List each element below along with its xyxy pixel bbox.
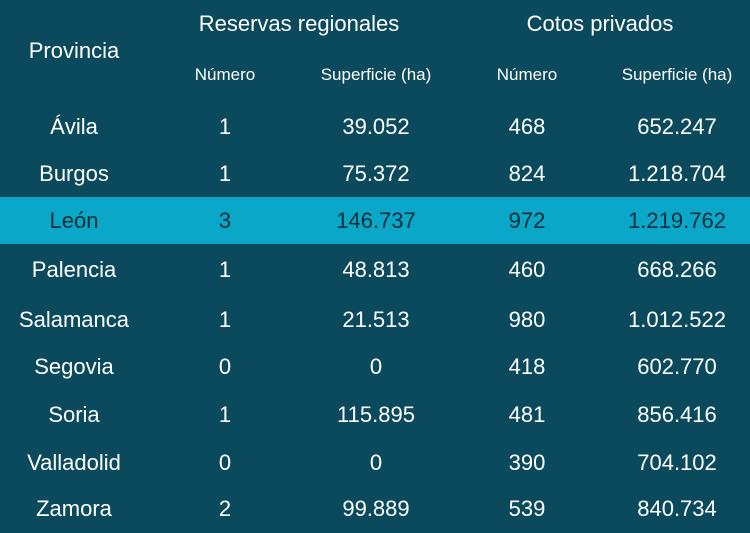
table-row: Valladolid 0 0 390 704.102 (0, 439, 750, 486)
table-row: Salamanca 1 21.513 980 1.012.522 (0, 296, 750, 343)
private-number-cell: 390 (508, 449, 546, 475)
province-header: Provincia (28, 38, 120, 63)
regional-number-cell: 2 (218, 495, 232, 521)
regional-area-cell: 48.813 (342, 256, 410, 282)
province-cell: Salamanca (18, 306, 130, 332)
regional-reserves-header: Reservas regionales (198, 11, 400, 36)
private-number-cell: 481 (508, 401, 546, 427)
table-row: Palencia 1 48.813 460 668.266 (0, 246, 750, 293)
table-row: Segovia 0 0 418 602.770 (0, 343, 750, 390)
regional-area-cell: 99.889 (342, 495, 410, 521)
province-cell: Valladolid (27, 449, 121, 475)
regional-number-cell: 1 (218, 113, 232, 139)
private-number-cell: 460 (508, 256, 546, 282)
regional-number-cell: 1 (218, 160, 232, 186)
regional-number-cell: 1 (218, 306, 232, 332)
private-area-header: Superficie (ha) (621, 65, 733, 84)
table-row: Zamora 2 99.889 539 840.734 (0, 485, 750, 532)
regional-number-cell: 0 (218, 449, 232, 475)
private-number-cell: 824 (508, 160, 546, 186)
regional-number-cell: 0 (218, 353, 232, 379)
group-header-row: Reservas regionales Cotos privados (0, 0, 750, 48)
private-area-cell: 840.734 (637, 495, 717, 521)
regional-number-cell: 1 (218, 256, 232, 282)
private-area-cell: 1.219.762 (628, 207, 726, 233)
regional-area-cell: 115.895 (337, 401, 415, 427)
private-area-cell: 856.416 (637, 401, 717, 427)
private-area-cell: 668.266 (637, 256, 717, 282)
regional-number-cell: 1 (218, 401, 232, 427)
regional-area-cell: 0 (369, 353, 383, 379)
table-row: Ávila 1 39.052 468 652.247 (0, 103, 750, 150)
private-number-cell: 468 (508, 113, 546, 139)
private-preserves-header: Cotos privados (526, 11, 674, 36)
province-cell: Palencia (31, 256, 117, 282)
private-number-cell: 980 (508, 306, 546, 332)
subheader-row: Número Superficie (ha) Número Superficie… (0, 54, 750, 96)
private-area-cell: 1.218.704 (628, 160, 726, 186)
regional-number-header: Número (194, 65, 256, 84)
regional-area-cell: 75.372 (342, 160, 410, 186)
table-row: Burgos 1 75.372 824 1.218.704 (0, 150, 750, 197)
province-cell: Segovia (34, 353, 114, 379)
province-cell: Soria (48, 401, 100, 427)
private-area-cell: 652.247 (637, 113, 717, 139)
private-number-cell: 539 (508, 495, 546, 521)
private-number-cell: 418 (508, 353, 546, 379)
regional-area-cell: 146.737 (336, 207, 416, 233)
regional-number-cell: 3 (218, 207, 232, 233)
private-area-cell: 602.770 (637, 353, 717, 379)
province-cell: Burgos (39, 160, 109, 186)
private-area-cell: 1.012.522 (628, 306, 726, 332)
regional-area-cell: 0 (369, 449, 383, 475)
province-cell: Zamora (36, 495, 112, 521)
province-cell: León (49, 207, 99, 233)
table-row: Soria 1 115.895 481 856.416 (0, 391, 750, 438)
regional-area-header: Superficie (ha) (320, 65, 432, 84)
regional-area-cell: 39.052 (342, 113, 410, 139)
private-area-cell: 704.102 (637, 449, 717, 475)
private-number-cell: 972 (508, 207, 546, 233)
regional-area-cell: 21.513 (342, 306, 410, 332)
private-number-header: Número (496, 65, 558, 84)
table-row-highlighted: León 3 146.737 972 1.219.762 (0, 197, 750, 244)
province-cell: Ávila (50, 113, 98, 139)
